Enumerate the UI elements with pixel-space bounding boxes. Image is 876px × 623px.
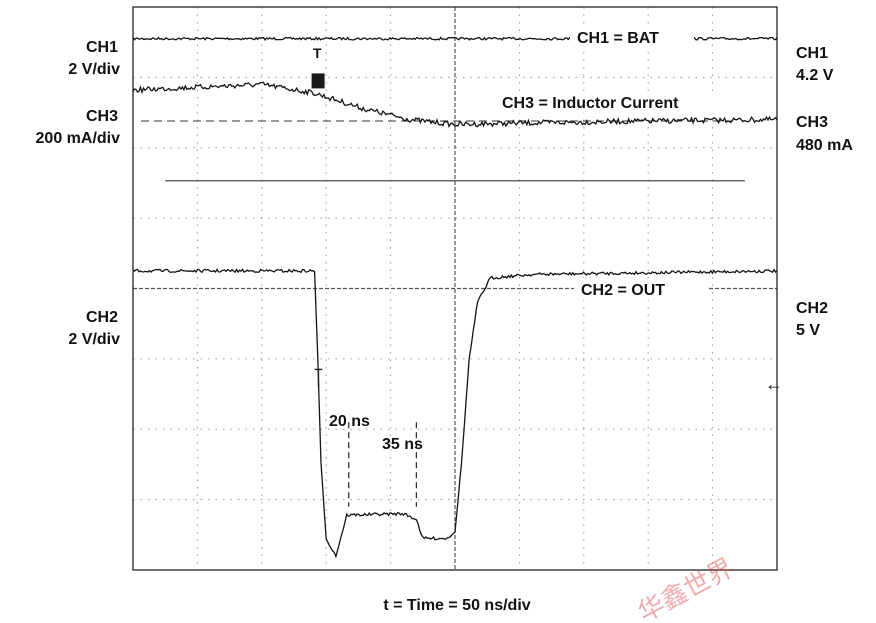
ch1-marker: T bbox=[313, 45, 322, 61]
ch2-annotation: CH2 = OUT bbox=[581, 282, 665, 299]
annotation-35ns: 35 ns bbox=[382, 436, 423, 453]
ch1-scale: 2 V/div bbox=[68, 61, 120, 78]
ch3-name: CH3 bbox=[86, 108, 118, 125]
ch3-level: 480 mA bbox=[796, 137, 853, 154]
trigger-arrow: ← bbox=[765, 374, 783, 394]
ch1-annotation-bg bbox=[570, 26, 694, 48]
ch2-name-right: CH2 bbox=[796, 300, 828, 317]
trace-ch3 bbox=[132, 81, 778, 129]
ch1-annotation: CH1 = BAT bbox=[577, 30, 659, 47]
ch2-name: CH2 bbox=[86, 309, 118, 326]
annotation-20ns: 20 ns bbox=[329, 413, 370, 430]
ch1-level: 4.2 V bbox=[796, 67, 834, 84]
ch2-annotation-bg bbox=[574, 278, 709, 300]
ch3-annotation: CH3 = Inductor Current bbox=[502, 95, 679, 112]
ch2-scale: 2 V/div bbox=[68, 331, 120, 348]
ch3-annotation-bg bbox=[497, 91, 742, 113]
ch1-name-right: CH1 bbox=[796, 45, 828, 62]
plot-frame bbox=[132, 6, 778, 571]
ch3-scale: 200 mA/div bbox=[36, 130, 121, 147]
ch1-name: CH1 bbox=[86, 39, 118, 56]
trace-ch2 bbox=[132, 268, 778, 559]
ch3-cursor-marker bbox=[311, 73, 325, 89]
watermark: 华鑫世界 bbox=[633, 553, 739, 623]
ch2-level: 5 V bbox=[796, 322, 820, 339]
timing-marks bbox=[314, 368, 417, 507]
x-axis-label: t = Time = 50 ns/div bbox=[383, 597, 530, 614]
ch3-name-right: CH3 bbox=[796, 114, 828, 131]
reference-lines bbox=[141, 120, 745, 182]
